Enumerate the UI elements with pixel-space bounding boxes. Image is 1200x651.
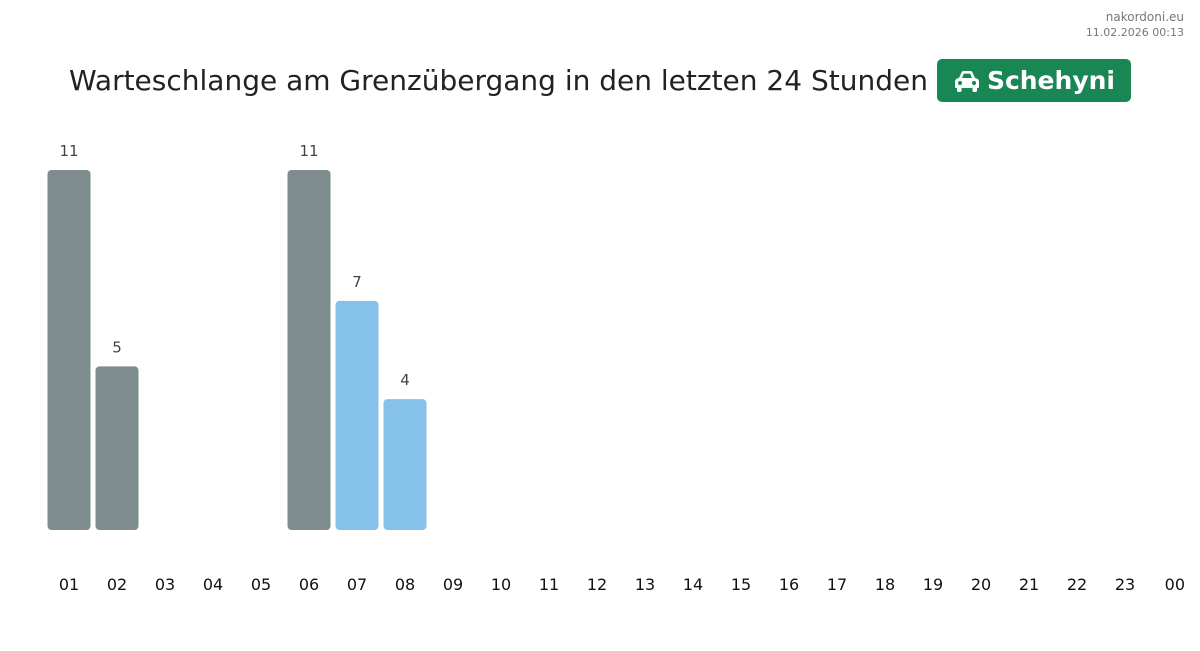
- x-tick-18: 18: [875, 575, 895, 594]
- x-tick-01: 01: [59, 575, 79, 594]
- bar-01: [47, 170, 91, 530]
- x-tick-05: 05: [251, 575, 271, 594]
- x-tick-23: 23: [1115, 575, 1135, 594]
- bar-02: [95, 366, 139, 530]
- x-tick-06: 06: [299, 575, 319, 594]
- x-tick-17: 17: [827, 575, 847, 594]
- x-tick-09: 09: [443, 575, 463, 594]
- x-tick-19: 19: [923, 575, 943, 594]
- x-tick-00: 00: [1165, 575, 1185, 594]
- chart-header: Warteschlange am Grenzübergang in den le…: [0, 59, 1200, 102]
- x-tick-07: 07: [347, 575, 367, 594]
- car-icon: [954, 70, 979, 92]
- x-tick-13: 13: [635, 575, 655, 594]
- value-label-07: 7: [352, 273, 362, 291]
- crossing-badge: Schehyni: [936, 59, 1131, 102]
- x-tick-04: 04: [203, 575, 223, 594]
- bar-07: [335, 300, 379, 530]
- x-tick-20: 20: [971, 575, 991, 594]
- chart-title: Warteschlange am Grenzübergang in den le…: [69, 64, 928, 97]
- x-tick-02: 02: [107, 575, 127, 594]
- value-label-06: 11: [299, 142, 318, 160]
- x-tick-10: 10: [491, 575, 511, 594]
- value-label-02: 5: [112, 338, 122, 356]
- source-info: nakordoni.eu 11.02.2026 00:13: [1086, 9, 1184, 41]
- x-tick-16: 16: [779, 575, 799, 594]
- crossing-name: Schehyni: [986, 66, 1115, 95]
- x-tick-11: 11: [539, 575, 559, 594]
- bar-06: [287, 170, 331, 530]
- x-tick-22: 22: [1067, 575, 1087, 594]
- x-tick-03: 03: [155, 575, 175, 594]
- x-tick-14: 14: [683, 575, 703, 594]
- source-site: nakordoni.eu: [1105, 10, 1184, 24]
- x-tick-12: 12: [587, 575, 607, 594]
- value-label-08: 4: [400, 371, 410, 389]
- bar-08: [383, 399, 427, 530]
- value-label-01: 11: [59, 142, 78, 160]
- x-tick-21: 21: [1019, 575, 1039, 594]
- x-tick-08: 08: [395, 575, 415, 594]
- source-timestamp: 11.02.2026 00:13: [1085, 26, 1184, 39]
- x-tick-15: 15: [731, 575, 751, 594]
